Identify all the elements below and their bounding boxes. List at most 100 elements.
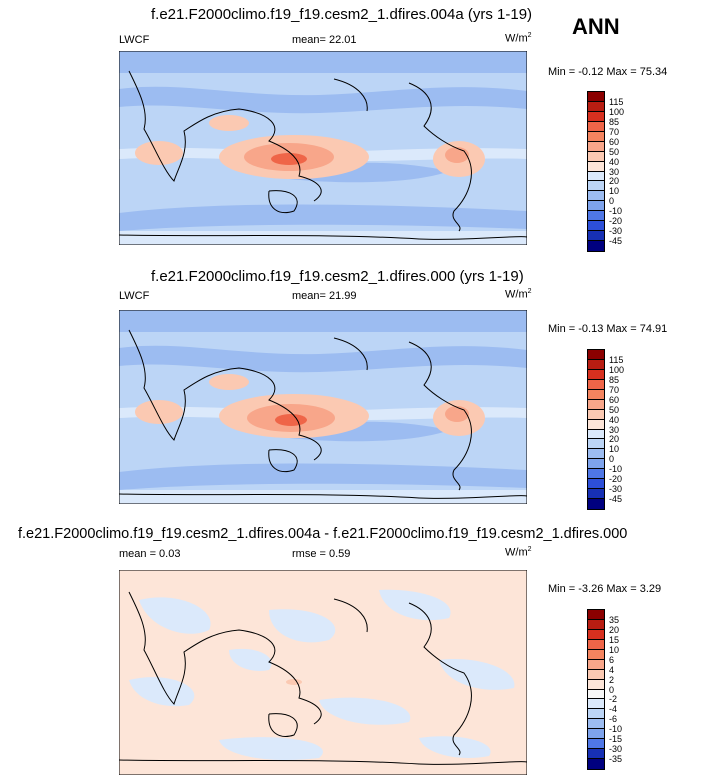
panel-1-colorbar-swatches [588, 92, 604, 251]
colorbar-swatch [588, 759, 604, 769]
negative-patch-4 [129, 677, 195, 707]
colorbar-swatch [588, 121, 604, 132]
panel-2-minmax: Min = -0.13 Max = 74.91 [548, 323, 668, 335]
panel-1-colorbar [587, 91, 605, 252]
colorbar-swatch [588, 669, 604, 680]
colorbar-swatch [588, 92, 604, 102]
colorbar-swatch [588, 221, 604, 232]
panel-3-minmax: Min = -3.26 Max = 3.29 [548, 583, 662, 595]
panel-2-variable: LWCF [119, 290, 150, 302]
colorbar-swatch [588, 499, 604, 509]
colorbar-swatch [588, 709, 604, 720]
colorbar-swatch [588, 649, 604, 660]
colorbar-tick-label: -20 [609, 474, 623, 485]
colorbar-swatch [588, 181, 604, 192]
colorbar-tick-label: 4 [609, 664, 615, 675]
season-label: ANN [572, 14, 620, 39]
colorbar-tick-label: -45 [609, 494, 623, 505]
panel-1-title: f.e21.F2000climo.f19_f19.cesm2_1.dfires.… [151, 6, 533, 23]
panel-1-variable: LWCF [119, 34, 150, 46]
colorbar-tick-label: -45 [609, 236, 623, 247]
africa-convection [135, 400, 183, 424]
colorbar-tick-label: -4 [609, 704, 618, 715]
colorbar-tick-label: 85 [609, 374, 620, 385]
colorbar-swatch [588, 379, 604, 390]
colorbar-tick-label: -2 [609, 694, 618, 705]
colorbar-swatch [588, 699, 604, 710]
colorbar-swatch [588, 689, 604, 700]
colorbar-tick-label: -10 [609, 206, 623, 217]
colorbar-swatch [588, 350, 604, 360]
colorbar-tick-label: -30 [609, 226, 623, 237]
colorbar-swatch [588, 749, 604, 760]
negative-patch-8 [419, 736, 491, 758]
amazon-core [445, 147, 469, 163]
colorbar-swatch [588, 419, 604, 430]
colorbar-tick-label: -20 [609, 216, 623, 227]
colorbar-swatch [588, 469, 604, 480]
coastlines [119, 329, 527, 499]
colorbar-swatch [588, 679, 604, 690]
colorbar-tick-label: -30 [609, 744, 623, 755]
colorbar-tick-label: 40 [609, 156, 620, 167]
panel-3-title: f.e21.F2000climo.f19_f19.cesm2_1.dfires.… [18, 526, 628, 542]
colorbar-swatch [588, 369, 604, 380]
colorbar-tick-label: 10 [609, 444, 620, 455]
negative-patch-9 [229, 648, 272, 671]
colorbar-swatch [588, 389, 604, 400]
colorbar-tick-label: 10 [609, 186, 620, 197]
storm-track-south [119, 204, 527, 231]
panel-1-minmax: Min = -0.12 Max = 75.34 [548, 66, 668, 78]
colorbar-tick-label: 40 [609, 414, 620, 425]
negative-patch-6 [439, 659, 515, 690]
colorbar-tick-label: 30 [609, 424, 620, 435]
colorbar-swatch [588, 161, 604, 172]
colorbar-swatch [588, 629, 604, 640]
colorbar-tick-label: 30 [609, 166, 620, 177]
colorbar-tick-label: 0 [609, 454, 615, 465]
warm-pool-core [271, 153, 307, 165]
negative-patch-2 [269, 609, 336, 643]
tibet-cloud [209, 115, 249, 131]
colorbar-tick-label: 50 [609, 146, 620, 157]
warm-pool-core [275, 414, 307, 426]
colorbar-swatch [588, 439, 604, 450]
colorbar-tick-label: 50 [609, 404, 620, 415]
colorbar-swatch [588, 409, 604, 420]
colorbar-tick-label: 70 [609, 126, 620, 137]
tibet-cloud [209, 374, 249, 390]
colorbar-tick-label: -35 [609, 754, 623, 765]
colorbar-tick-label: 60 [609, 136, 620, 147]
negative-patch-5 [319, 697, 411, 725]
colorbar-tick-label: 85 [609, 116, 620, 127]
colorbar-swatch [588, 659, 604, 670]
colorbar-tick-label: -6 [609, 714, 618, 725]
negative-patch-1 [139, 597, 211, 634]
colorbar-tick-label: 100 [609, 106, 625, 117]
colorbar-swatch [588, 619, 604, 630]
colorbar-swatch [588, 429, 604, 440]
colorbar-tick-label: 0 [609, 684, 615, 695]
colorbar-swatch [588, 141, 604, 152]
colorbar-swatch [588, 211, 604, 222]
colorbar-swatch [588, 719, 604, 730]
negative-patch-3 [379, 589, 451, 621]
colorbar-tick-label: 60 [609, 394, 620, 405]
colorbar-tick-label: 115 [609, 354, 624, 365]
colorbar-tick-label: 20 [609, 176, 620, 187]
amazon-core [445, 406, 469, 422]
colorbar-tick-label: -10 [609, 724, 623, 735]
colorbar-tick-label: 10 [609, 644, 620, 655]
panel-2-colorbar-swatches [588, 350, 604, 509]
colorbar-swatch [588, 449, 604, 460]
colorbar-tick-label: -15 [609, 734, 623, 745]
colorbar-swatch [588, 231, 604, 242]
colorbar-swatch [588, 131, 604, 142]
panel-1-mean: mean= 22.01 [292, 34, 357, 46]
colorbar-tick-label: 6 [609, 654, 615, 665]
colorbar-swatch [588, 459, 604, 470]
colorbar-tick-label: 70 [609, 384, 620, 395]
panel-3-units: W/m2 [505, 546, 532, 559]
colorbar-swatch [588, 101, 604, 112]
panel-3-colorbar-swatches [588, 610, 604, 769]
